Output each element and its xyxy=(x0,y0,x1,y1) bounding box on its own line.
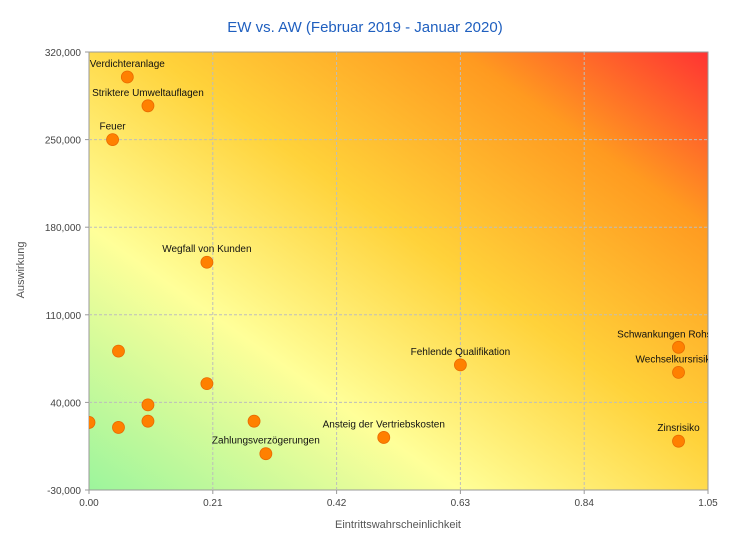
data-point[interactable] xyxy=(377,431,391,444)
data-point[interactable] xyxy=(247,414,261,428)
data-point[interactable] xyxy=(453,358,467,372)
point-label: Verdichteranlage xyxy=(90,59,165,70)
point-label: Striktere Umweltauflagen xyxy=(92,88,204,99)
data-point[interactable] xyxy=(200,377,214,391)
point-labels: Verdichteranlage Striktere Umweltauflagen… xyxy=(90,59,730,447)
data-point[interactable] xyxy=(112,344,125,358)
y-tick-label: -30,000 xyxy=(47,486,81,497)
data-point[interactable] xyxy=(141,398,155,412)
x-axis-ticks: 0.00 0.21 0.42 0.63 0.84 1.05 xyxy=(79,490,718,509)
x-tick-label: 0.84 xyxy=(574,498,594,509)
data-point[interactable] xyxy=(672,340,685,354)
data-point[interactable] xyxy=(83,416,96,429)
x-tick-label: 1.05 xyxy=(698,498,718,509)
y-tick-label: 110,000 xyxy=(46,311,82,322)
y-tick-label: 180,000 xyxy=(45,223,82,234)
point-label: Wegfall von Kunden xyxy=(162,244,251,255)
point-label: Feuer xyxy=(100,122,127,133)
data-point[interactable] xyxy=(200,255,214,269)
data-point[interactable] xyxy=(672,434,685,448)
y-axis-label: Auswirkung xyxy=(15,242,27,299)
point-label: Wechselkursrisiken xyxy=(636,354,722,365)
x-tick-label: 0.21 xyxy=(203,498,223,509)
data-point[interactable] xyxy=(106,133,119,147)
point-label: Schwankungen Rohstoffpre xyxy=(617,329,730,340)
data-point[interactable] xyxy=(112,421,125,434)
chart-title: EW vs. AW (Februar 2019 - Januar 2020) xyxy=(227,19,502,36)
plot-area xyxy=(88,51,709,491)
data-point[interactable] xyxy=(141,414,155,428)
y-tick-label: 250,000 xyxy=(45,136,82,147)
point-label: Zahlungsverzögerungen xyxy=(212,436,320,447)
x-tick-label: 0.00 xyxy=(79,498,99,509)
grid-lines xyxy=(89,52,708,490)
x-axis-label: Eintrittswahrscheinlichkeit xyxy=(335,519,461,531)
data-point[interactable] xyxy=(141,99,155,113)
data-point[interactable] xyxy=(259,447,273,461)
y-axis-ticks: -30,000 40,000 110,000 180,000 250,000 320,00… xyxy=(45,48,89,497)
y-tick-label: 320,000 xyxy=(45,48,82,59)
point-label: Zinsrisiko xyxy=(657,423,700,434)
point-label: Fehlende Qualifikation xyxy=(411,347,511,358)
data-point[interactable] xyxy=(672,365,685,379)
x-tick-label: 0.42 xyxy=(327,498,347,509)
point-label: Ansteig der Vertriebskosten xyxy=(323,419,445,430)
x-tick-label: 0.63 xyxy=(451,498,471,509)
data-point[interactable] xyxy=(120,70,134,84)
y-tick-label: 40,000 xyxy=(50,398,81,409)
data-points xyxy=(83,70,685,461)
